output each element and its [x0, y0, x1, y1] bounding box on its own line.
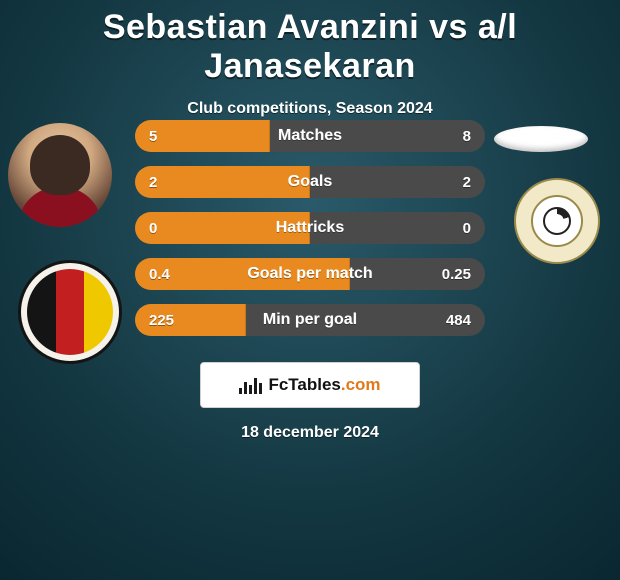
page-title: Sebastian Avanzini vs a/l Janasekaran	[0, 0, 620, 86]
stat-right-value: 484	[446, 304, 471, 336]
stat-row: Matches5 8	[135, 120, 485, 152]
stat-right-value: 0.25	[442, 258, 471, 290]
stat-right-value: 0	[463, 212, 471, 244]
club1-stripe-1	[27, 269, 56, 355]
stat-label: Min per goal	[135, 304, 485, 336]
club1-stripe-3	[84, 269, 113, 355]
comparison-card: Sebastian Avanzini vs a/l Janasekaran Cl…	[0, 0, 620, 580]
stat-row: Min per goal225 484	[135, 304, 485, 336]
club2-crest-inner	[531, 195, 583, 247]
brand-com: .com	[341, 375, 381, 394]
player1-avatar	[8, 123, 112, 227]
stat-left-value: 2	[149, 166, 157, 198]
player2-avatar	[494, 126, 588, 152]
stat-left-value: 0	[149, 212, 157, 244]
stat-left-value: 5	[149, 120, 157, 152]
stat-label: Goals per match	[135, 258, 485, 290]
soccer-ball-icon	[543, 207, 571, 235]
stat-right-value: 2	[463, 166, 471, 198]
stat-label: Goals	[135, 166, 485, 198]
stat-row: Goals2 2	[135, 166, 485, 198]
club1-stripe-2	[56, 269, 85, 355]
club1-crest-inner	[27, 269, 113, 355]
brand-text: FcTables.com	[268, 375, 380, 395]
club2-crest	[514, 178, 600, 264]
stat-left-value: 225	[149, 304, 174, 336]
stat-row: Goals per match0.4 0.25	[135, 258, 485, 290]
bar-chart-icon	[239, 376, 262, 394]
stats-bars: Matches5 8 Goals2 2 Hattricks0 0 Goals per mat…	[135, 120, 485, 350]
stat-row: Hattricks0 0	[135, 212, 485, 244]
stat-label: Matches	[135, 120, 485, 152]
club1-crest	[18, 260, 122, 364]
brand-tables: Tables	[288, 375, 341, 394]
brand-badge: FcTables.com	[200, 362, 420, 408]
brand-fc: Fc	[268, 375, 288, 394]
footer-date: 18 december 2024	[0, 424, 620, 442]
page-subtitle: Club competitions, Season 2024	[0, 100, 620, 118]
stat-left-value: 0.4	[149, 258, 170, 290]
stat-label: Hattricks	[135, 212, 485, 244]
stat-right-value: 8	[463, 120, 471, 152]
